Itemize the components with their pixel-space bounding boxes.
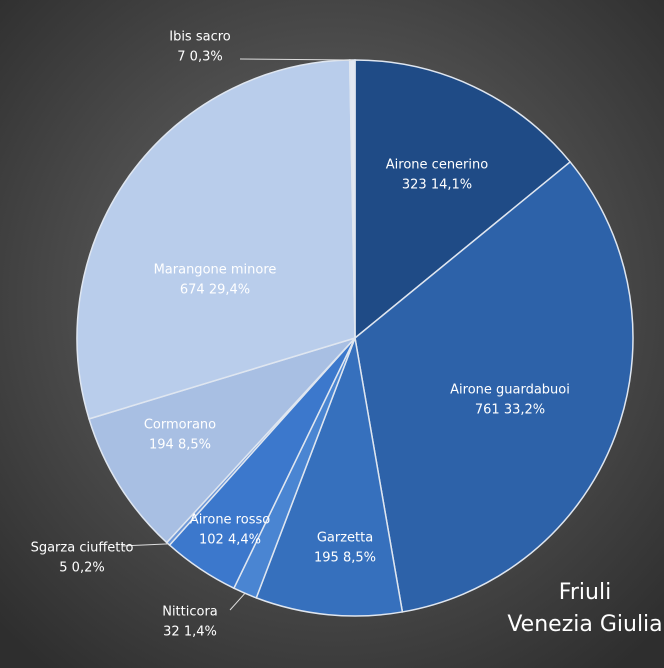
slice-label: Garzetta <box>317 531 373 546</box>
chart-title: Friuli <box>559 580 611 605</box>
value-label: 323 14,1% <box>402 178 472 193</box>
slice <box>354 59 572 340</box>
slice-label: Airone cenerino <box>386 158 488 173</box>
slice-label: Marangone minore <box>154 263 277 278</box>
value-label: 674 29,4% <box>180 283 250 298</box>
slice <box>76 59 356 420</box>
slice <box>354 160 634 613</box>
slice-label: Cormorano <box>144 418 216 433</box>
leader-line <box>229 592 246 611</box>
value-label: 194 8,5% <box>149 438 211 453</box>
slice <box>255 335 404 617</box>
slice-label: Airone rosso <box>190 513 270 528</box>
value-label: 5 0,2% <box>59 561 104 576</box>
slice-label: Airone guardabuoi <box>450 383 570 398</box>
leader-line <box>121 543 169 547</box>
leader-line <box>239 58 353 61</box>
slice-label: Ibis sacro <box>169 30 231 45</box>
chart-title: Venezia Giulia <box>507 612 662 637</box>
value-label: 32 1,4% <box>163 625 217 640</box>
slice-label: Nitticora <box>162 605 218 620</box>
slice-label: Sgarza ciuffetto <box>31 541 134 556</box>
value-label: 7 0,3% <box>177 50 222 65</box>
value-label: 195 8,5% <box>314 551 376 566</box>
slice <box>88 336 358 544</box>
value-label: 761 33,2% <box>475 403 545 418</box>
pie <box>76 59 634 617</box>
value-label: 102 4,4% <box>199 533 261 548</box>
